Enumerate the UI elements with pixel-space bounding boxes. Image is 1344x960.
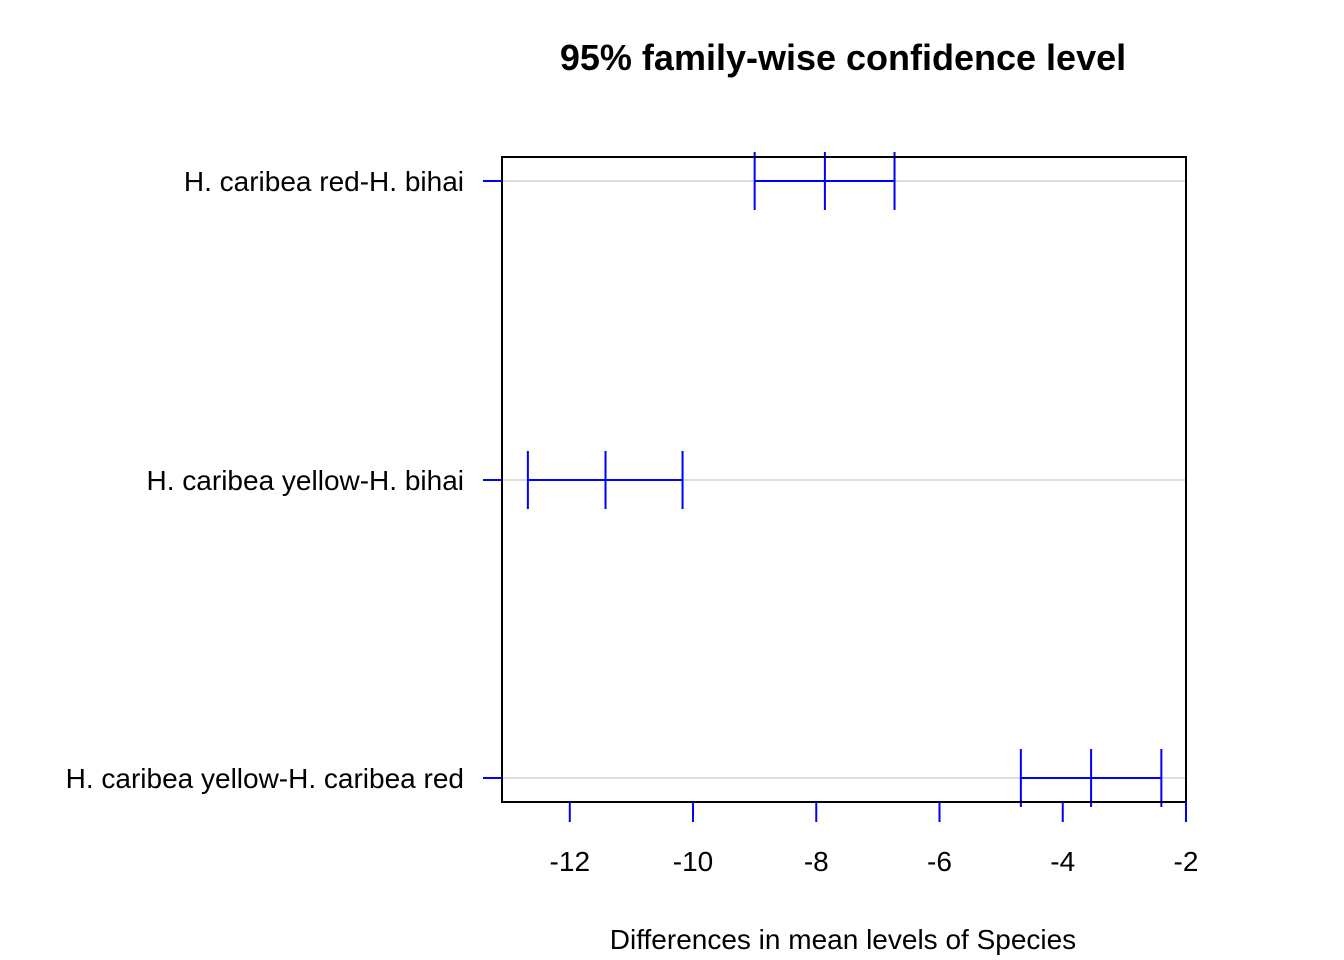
y-tick-label: H. caribea yellow-H. caribea red xyxy=(66,763,464,794)
y-tick-label: H. caribea yellow-H. bihai xyxy=(147,465,464,496)
y-axis: H. caribea red-H. bihai H. caribea yellow… xyxy=(66,166,502,794)
x-tick-label: -10 xyxy=(673,846,713,877)
x-axis-label: Differences in mean levels of Species xyxy=(610,924,1076,955)
chart-title: 95% family-wise confidence level xyxy=(560,37,1126,78)
x-axis: -12 -10 -8 -6 -4 -2 xyxy=(550,802,1199,877)
interval-marks xyxy=(526,152,1163,807)
y-tick-label: H. caribea red-H. bihai xyxy=(184,166,464,197)
x-tick-label: -8 xyxy=(804,846,829,877)
x-tick-label: -2 xyxy=(1174,846,1199,877)
x-tick-label: -6 xyxy=(927,846,952,877)
x-tick-label: -12 xyxy=(550,846,590,877)
x-tick-label: -4 xyxy=(1050,846,1075,877)
